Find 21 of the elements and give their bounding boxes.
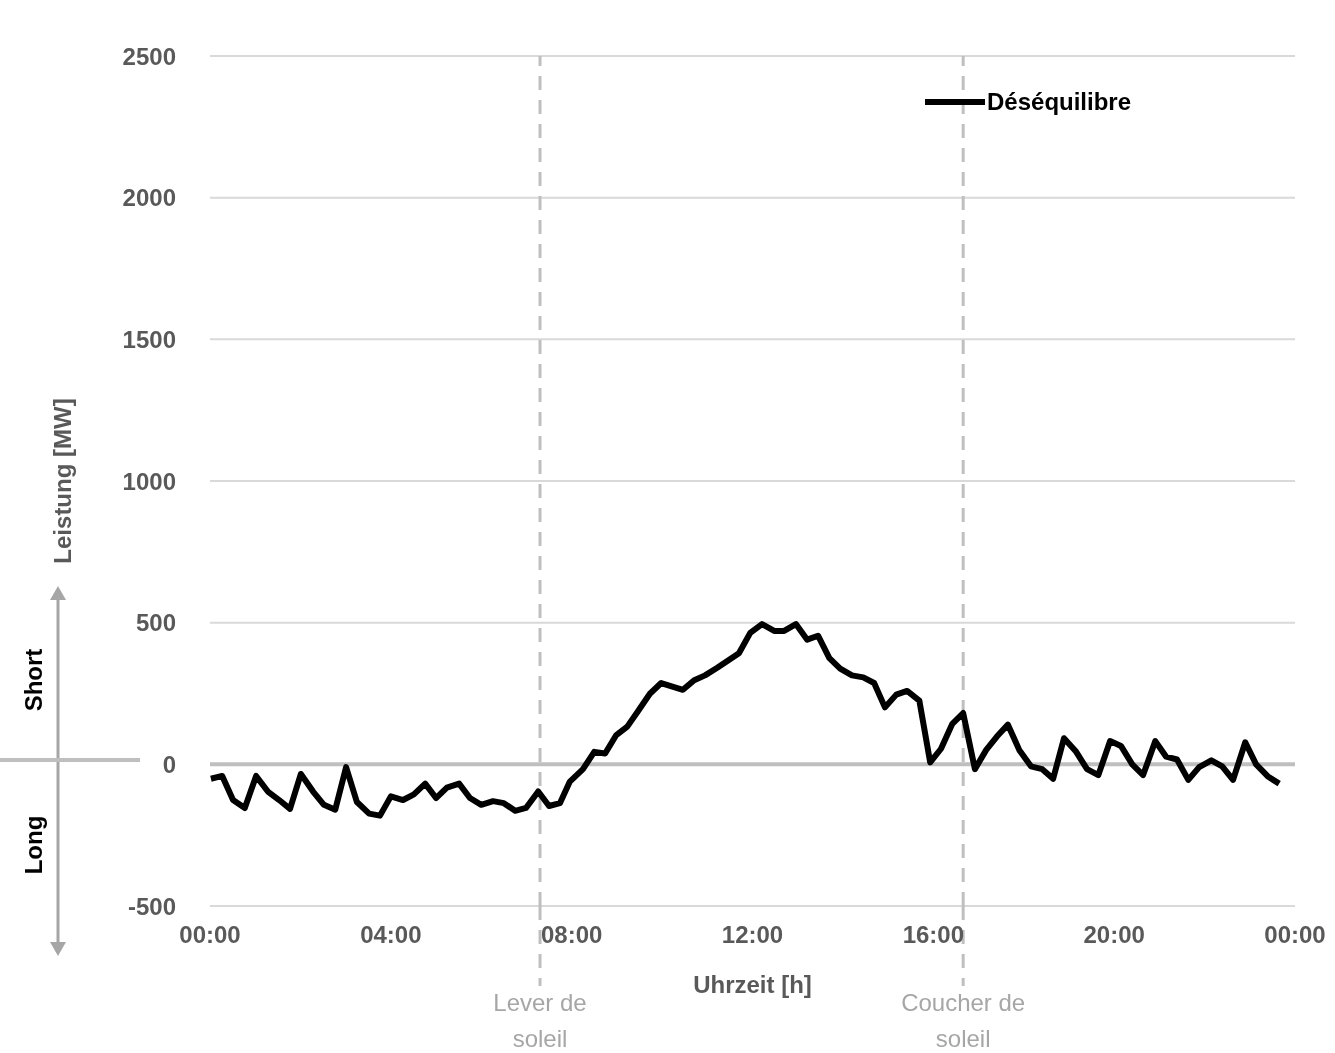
y-tick-label: 1500 (122, 325, 176, 353)
x-tick-label: 00:00 (179, 921, 241, 949)
ref-line-label: Coucher de soleil (901, 989, 1026, 1052)
y-tick-label: 0 (162, 750, 176, 778)
y-tick-label: 2000 (122, 184, 176, 212)
y-tick-label: 2500 (122, 42, 176, 70)
text: Long (20, 815, 48, 875)
x-axis-title: Uhrzeit [h] (693, 971, 812, 999)
x-tick-label: 20:00 (1083, 921, 1145, 949)
x-tick-label: 08:00 (540, 921, 603, 949)
x-tick-label: 12:00 (721, 921, 784, 949)
text: Short (20, 648, 48, 712)
y-tick-label: -500 (127, 892, 176, 920)
x-tick-label: 00:00 (1264, 921, 1326, 949)
x-tick-label: 04:00 (360, 921, 422, 949)
legend-label: Déséquilibre (987, 88, 1132, 116)
ref-line-label: Lever de soleil (493, 989, 587, 1052)
y-axis-title: Leistung [MW] (48, 398, 76, 564)
y-tick-label: 1000 (122, 467, 176, 495)
y-tick-label: 500 (135, 609, 176, 637)
x-tick-label: 16:00 (902, 921, 965, 949)
